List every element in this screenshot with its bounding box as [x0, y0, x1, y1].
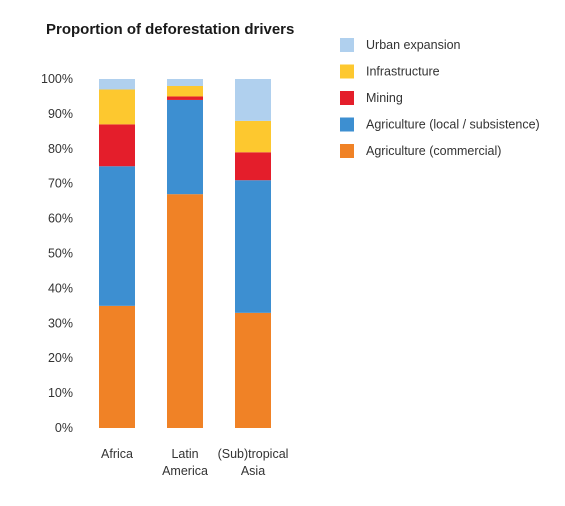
legend-swatch — [340, 144, 354, 158]
x-axis: Africa Latin America (Sub)tropical Asia — [101, 447, 288, 478]
bar-segment — [235, 152, 271, 181]
legend-item: Mining — [340, 91, 403, 105]
bar-segment — [235, 180, 271, 313]
y-tick-label: 50% — [48, 247, 73, 261]
bar-segment — [235, 120, 271, 153]
legend-label: Mining — [366, 91, 403, 105]
y-tick-label: 20% — [48, 351, 73, 365]
bar-segment — [99, 166, 135, 306]
legend-label: Agriculture (local / subsistence) — [366, 118, 540, 132]
bar-segment — [99, 305, 135, 428]
bar-segment — [235, 312, 271, 428]
bar-segment — [167, 85, 203, 97]
legend-swatch — [340, 38, 354, 52]
legend: Urban expansion Infrastructure Mining Agric… — [340, 38, 540, 158]
y-tick-label: 100% — [41, 72, 73, 86]
category-label: (Sub)tropical Asia — [218, 447, 289, 478]
category-label: Latin America — [162, 447, 208, 478]
legend-swatch — [340, 117, 354, 132]
legend-label: Agriculture (commercial) — [366, 144, 501, 158]
bar-segment — [235, 79, 271, 121]
y-axis: 0% 10% 20% 30% 40% 50% 60% 70% 80% 90% 100% — [41, 72, 73, 435]
y-tick-label: 80% — [48, 142, 73, 156]
y-tick-label: 0% — [55, 421, 73, 435]
y-tick-label: 90% — [48, 107, 73, 121]
chart-title: Proportion of deforestation drivers — [46, 21, 294, 38]
legend-label: Infrastructure — [366, 65, 440, 79]
y-tick-label: 30% — [48, 316, 73, 330]
legend-item: Infrastructure — [340, 64, 440, 79]
bars — [99, 79, 271, 428]
legend-label: Urban expansion — [366, 38, 461, 52]
y-tick-label: 10% — [48, 386, 73, 400]
y-tick-label: 40% — [48, 281, 73, 295]
y-tick-label: 60% — [48, 212, 73, 226]
legend-swatch — [340, 64, 354, 79]
y-tick-label: 70% — [48, 177, 73, 191]
bar-segment — [99, 79, 135, 90]
category-label: Africa — [101, 447, 133, 461]
bar-segment — [167, 99, 203, 195]
legend-swatch — [340, 91, 354, 105]
legend-item: Agriculture (local / subsistence) — [340, 117, 540, 132]
bar-segment — [167, 194, 203, 428]
bar-segment — [99, 89, 135, 125]
bar-segment — [99, 124, 135, 167]
legend-item: Urban expansion — [340, 38, 461, 52]
bar-segment — [167, 79, 203, 86]
legend-item: Agriculture (commercial) — [340, 144, 501, 158]
bar-segment — [167, 96, 203, 100]
